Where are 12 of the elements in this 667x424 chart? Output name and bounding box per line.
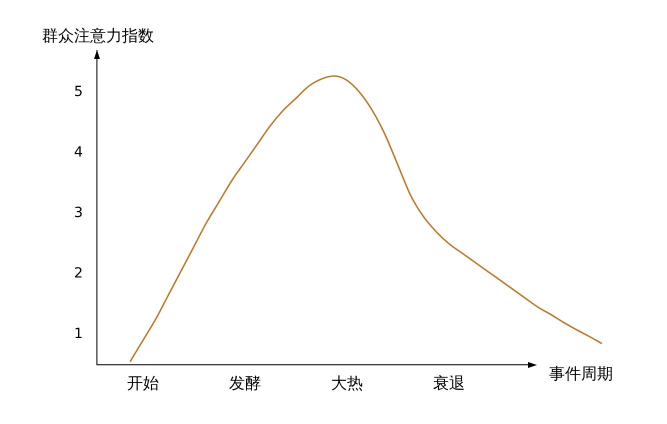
y-tick-label: 5 xyxy=(74,84,83,100)
line-series xyxy=(129,75,603,363)
y-tick-label: 1 xyxy=(74,326,83,342)
y-tick-label: 2 xyxy=(74,266,83,282)
x-tick-label: 大热 xyxy=(330,374,363,393)
x-tick-label: 开始 xyxy=(126,374,159,393)
y-axis-title: 群众注意力指数 xyxy=(42,26,154,46)
y-tick-label: 3 xyxy=(74,205,83,222)
x-axis-title: 事件周期 xyxy=(549,364,613,383)
x-tick-label: 发酵 xyxy=(228,374,261,393)
x-tick-label: 衰退 xyxy=(432,374,465,393)
y-tick-label: 4 xyxy=(74,144,83,161)
